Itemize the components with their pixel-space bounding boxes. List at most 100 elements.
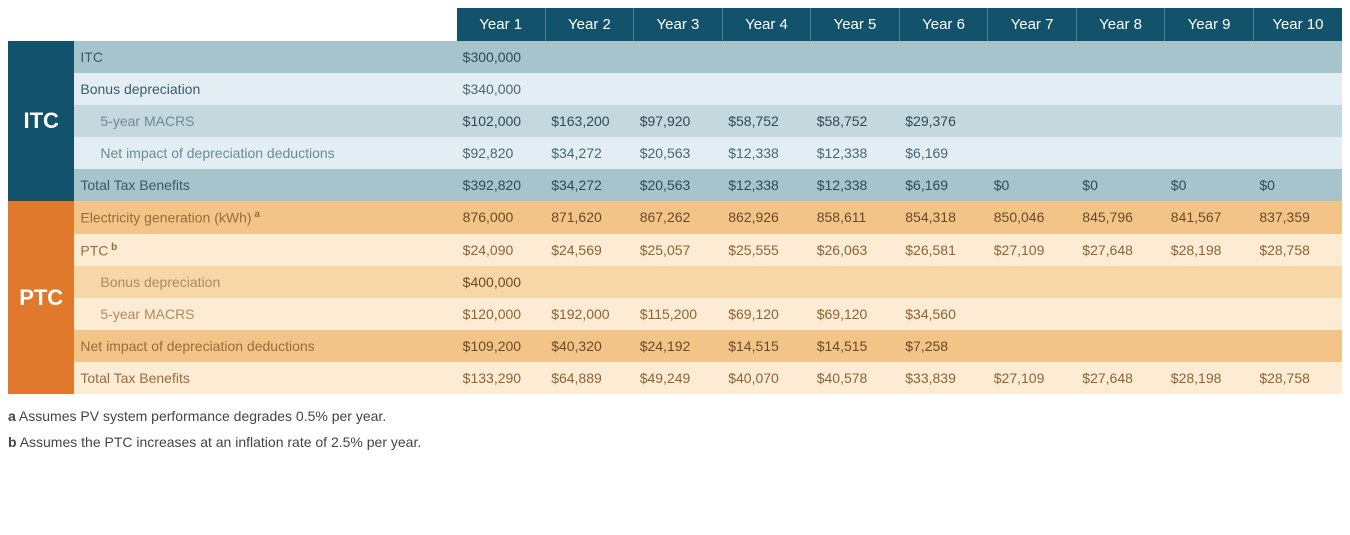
col-header-year-5: Year 5 bbox=[811, 8, 900, 41]
cell: $34,560 bbox=[899, 298, 988, 330]
cell: $14,515 bbox=[722, 330, 811, 362]
cell: $0 bbox=[1165, 169, 1254, 201]
cell: $120,000 bbox=[457, 298, 546, 330]
table-row: Net impact of depreciation deductions$92… bbox=[8, 137, 1342, 169]
cell: $26,581 bbox=[899, 234, 988, 267]
cell: $24,192 bbox=[634, 330, 723, 362]
footnote-b: b Assumes the PTC increases at an inflat… bbox=[8, 430, 1342, 455]
table-row: PTCElectricity generation (kWh) a876,000… bbox=[8, 201, 1342, 234]
cell bbox=[634, 266, 723, 298]
header-blank bbox=[8, 8, 457, 41]
cell: $49,249 bbox=[634, 362, 723, 394]
cell: $58,752 bbox=[722, 105, 811, 137]
cell bbox=[722, 73, 811, 105]
cell bbox=[1165, 105, 1254, 137]
cell: 862,926 bbox=[722, 201, 811, 234]
cell bbox=[1165, 137, 1254, 169]
row-label: Bonus depreciation bbox=[74, 266, 456, 298]
row-label: Total Tax Benefits bbox=[74, 169, 456, 201]
cell bbox=[988, 298, 1077, 330]
cell: 841,567 bbox=[1165, 201, 1254, 234]
cell: $7,258 bbox=[899, 330, 988, 362]
footnote-ref-a: a bbox=[252, 209, 260, 220]
cell: 854,318 bbox=[899, 201, 988, 234]
cell: $0 bbox=[988, 169, 1077, 201]
cell: $392,820 bbox=[457, 169, 546, 201]
col-header-year-7: Year 7 bbox=[988, 8, 1077, 41]
row-label: Net impact of depreciation deductions bbox=[74, 330, 456, 362]
cell: $28,758 bbox=[1253, 362, 1342, 394]
cell bbox=[1253, 266, 1342, 298]
cell bbox=[1165, 298, 1254, 330]
cell: $115,200 bbox=[634, 298, 723, 330]
cell: $24,090 bbox=[457, 234, 546, 267]
cell: $0 bbox=[1076, 169, 1165, 201]
cell: $20,563 bbox=[634, 137, 723, 169]
col-header-year-1: Year 1 bbox=[457, 8, 546, 41]
col-header-year-8: Year 8 bbox=[1076, 8, 1165, 41]
cell bbox=[1076, 105, 1165, 137]
cell: $133,290 bbox=[457, 362, 546, 394]
cell: 867,262 bbox=[634, 201, 723, 234]
row-label: Total Tax Benefits bbox=[74, 362, 456, 394]
cell bbox=[988, 330, 1077, 362]
cell bbox=[1253, 73, 1342, 105]
row-label: 5-year MACRS bbox=[74, 105, 456, 137]
cell: $20,563 bbox=[634, 169, 723, 201]
cell: $69,120 bbox=[722, 298, 811, 330]
cell: $102,000 bbox=[457, 105, 546, 137]
cell: $24,569 bbox=[545, 234, 634, 267]
cell: $27,109 bbox=[988, 234, 1077, 267]
cell bbox=[1253, 105, 1342, 137]
cell bbox=[634, 41, 723, 73]
cell: 871,620 bbox=[545, 201, 634, 234]
cell: $6,169 bbox=[899, 137, 988, 169]
row-label: Electricity generation (kWh) a bbox=[74, 201, 456, 234]
cell: $12,338 bbox=[722, 169, 811, 201]
cell bbox=[988, 137, 1077, 169]
cell: $12,338 bbox=[811, 137, 900, 169]
cell: $12,338 bbox=[811, 169, 900, 201]
cell: $64,889 bbox=[545, 362, 634, 394]
cell: $192,000 bbox=[545, 298, 634, 330]
table-row: 5-year MACRS$120,000$192,000$115,200$69,… bbox=[8, 298, 1342, 330]
itc-section-label: ITC bbox=[8, 41, 74, 201]
col-header-year-9: Year 9 bbox=[1165, 8, 1254, 41]
header-row: Year 1Year 2Year 3Year 4Year 5Year 6Year… bbox=[8, 8, 1342, 41]
cell: $28,198 bbox=[1165, 362, 1254, 394]
cell bbox=[1253, 41, 1342, 73]
cell: $34,272 bbox=[545, 169, 634, 201]
cell bbox=[1076, 137, 1165, 169]
footnotes: a Assumes PV system performance degrades… bbox=[8, 404, 1342, 454]
table-row: 5-year MACRS$102,000$163,200$97,920$58,7… bbox=[8, 105, 1342, 137]
cell: $340,000 bbox=[457, 73, 546, 105]
cell: $0 bbox=[1253, 169, 1342, 201]
cell bbox=[1165, 266, 1254, 298]
cell: $29,376 bbox=[899, 105, 988, 137]
cell: $109,200 bbox=[457, 330, 546, 362]
cell: $28,758 bbox=[1253, 234, 1342, 267]
cell bbox=[1165, 73, 1254, 105]
footnote-ref-b: b bbox=[108, 242, 117, 253]
cell bbox=[1165, 330, 1254, 362]
cell: $69,120 bbox=[811, 298, 900, 330]
cell bbox=[811, 73, 900, 105]
col-header-year-6: Year 6 bbox=[899, 8, 988, 41]
cell: 837,359 bbox=[1253, 201, 1342, 234]
cell bbox=[722, 266, 811, 298]
cell bbox=[1076, 298, 1165, 330]
ptc-section-label: PTC bbox=[8, 201, 74, 394]
cell: $300,000 bbox=[457, 41, 546, 73]
cell bbox=[899, 266, 988, 298]
col-header-year-10: Year 10 bbox=[1253, 8, 1342, 41]
cell bbox=[988, 105, 1077, 137]
cell: $25,057 bbox=[634, 234, 723, 267]
cell bbox=[1253, 137, 1342, 169]
cell bbox=[811, 266, 900, 298]
cell bbox=[1253, 330, 1342, 362]
table-row: Bonus depreciation$400,000 bbox=[8, 266, 1342, 298]
cell bbox=[899, 41, 988, 73]
tax-benefits-table: Year 1Year 2Year 3Year 4Year 5Year 6Year… bbox=[8, 8, 1342, 394]
row-label: Net impact of depreciation deductions bbox=[74, 137, 456, 169]
cell bbox=[634, 73, 723, 105]
